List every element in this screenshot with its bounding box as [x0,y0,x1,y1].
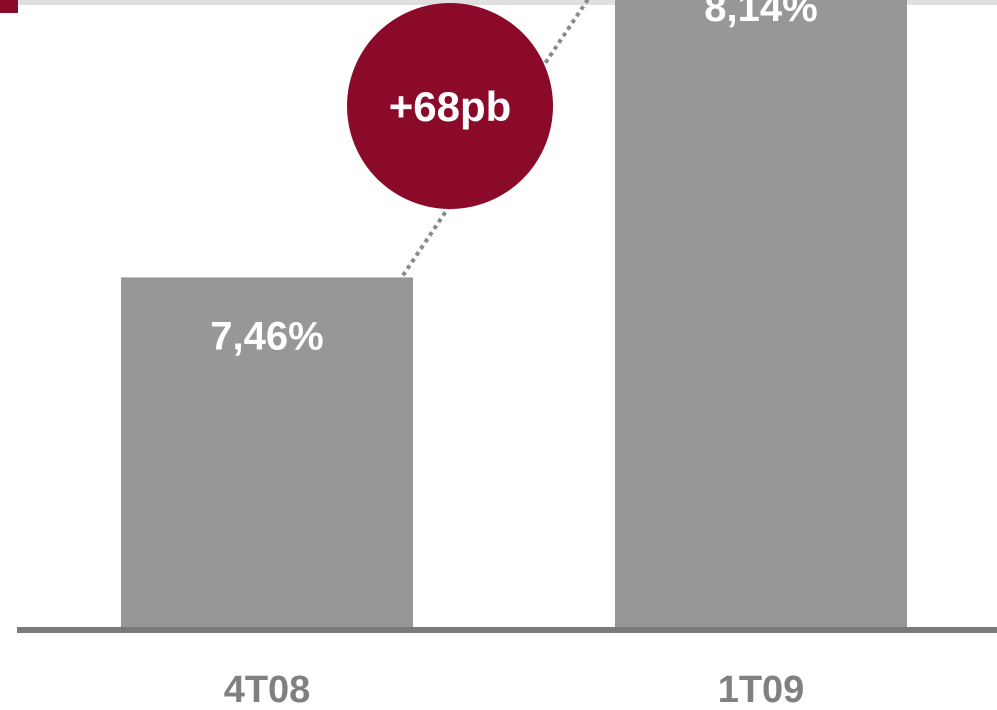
labels-layer: 7,46% 4T08 8,14% 1T09 [210,0,817,710]
bar-1T09 [615,0,907,631]
value-label-1T09: 8,14% [704,0,817,30]
bar-4T08 [121,277,413,630]
category-label-4T08: 4T08 [224,669,311,710]
header-rule [0,0,997,5]
category-label-1T09: 1T09 [718,669,805,710]
value-label-4T08: 7,46% [210,314,323,358]
change-badge-circle [347,3,553,209]
header-accent-marker [0,0,18,13]
bars-layer [121,0,907,631]
change-badge-label: +68pb [389,83,512,130]
change-annotation-badge: +68pb [347,3,553,209]
